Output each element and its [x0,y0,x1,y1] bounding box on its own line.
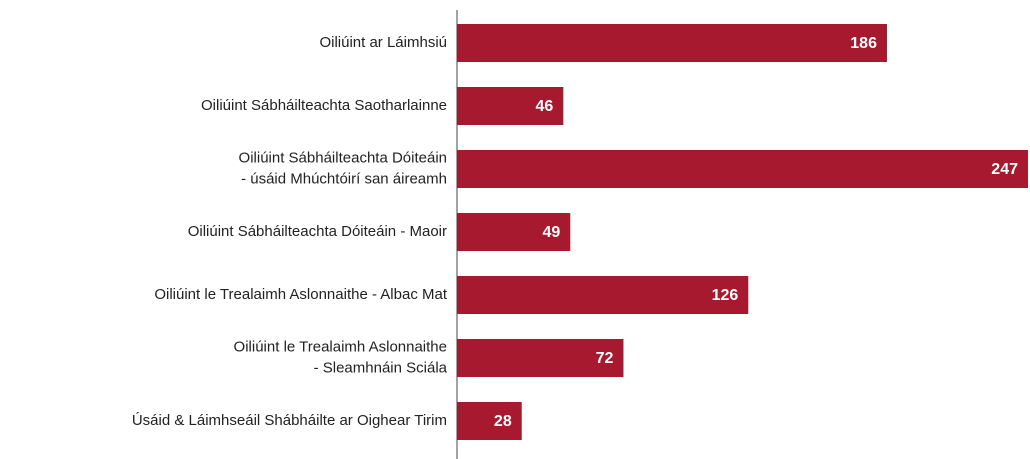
value-label: 28 [494,413,512,430]
bar [457,87,564,125]
bar [457,213,571,251]
category-label: Oiliúint le Trealaimh Aslonnaithe - Alba… [154,286,447,303]
bar [457,150,1028,188]
value-label: 126 [712,287,739,304]
category-label: Oiliúint Sábháilteachta Saotharlainne [201,97,447,114]
category-line: Oiliúint le Trealaimh Aslonnaithe [234,338,447,355]
category-line: - Sleamhnáin Sciála [314,359,448,376]
category-line: Oiliúint ar Láimhsiú [319,34,447,51]
category-label: Úsáid & Láimhseáil Shábháilte ar Oighear… [132,412,447,429]
value-label: 46 [536,98,554,115]
category-label: Oiliúint le Trealaimh Aslonnaithe - Sleam… [234,338,448,376]
category-line: - úsáid Mhúchtóirí san áireamh [241,170,447,187]
category-line: Oiliúint Sábháilteachta Dóiteáin - Maoir [188,223,447,240]
bar [457,24,887,62]
category-line: Úsáid & Láimhseáil Shábháilte ar Oighear… [132,412,447,429]
value-label: 49 [542,224,560,241]
bar [457,402,522,440]
value-label: 247 [991,161,1018,178]
value-label: 72 [596,350,614,367]
bar [457,339,624,377]
category-label: Oiliúint Sábháilteachta Dóiteáin - úsáid … [239,149,447,187]
category-line: Oiliúint Sábháilteachta Saotharlainne [201,97,447,114]
bar [457,276,749,314]
value-label: 186 [850,35,877,52]
category-label: Oiliúint Sábháilteachta Dóiteáin - Maoir [188,223,447,240]
category-line: Oiliúint le Trealaimh Aslonnaithe - Alba… [154,286,447,303]
category-label: Oiliúint ar Láimhsiú [319,34,447,51]
category-line: Oiliúint Sábháilteachta Dóiteáin [239,149,447,166]
